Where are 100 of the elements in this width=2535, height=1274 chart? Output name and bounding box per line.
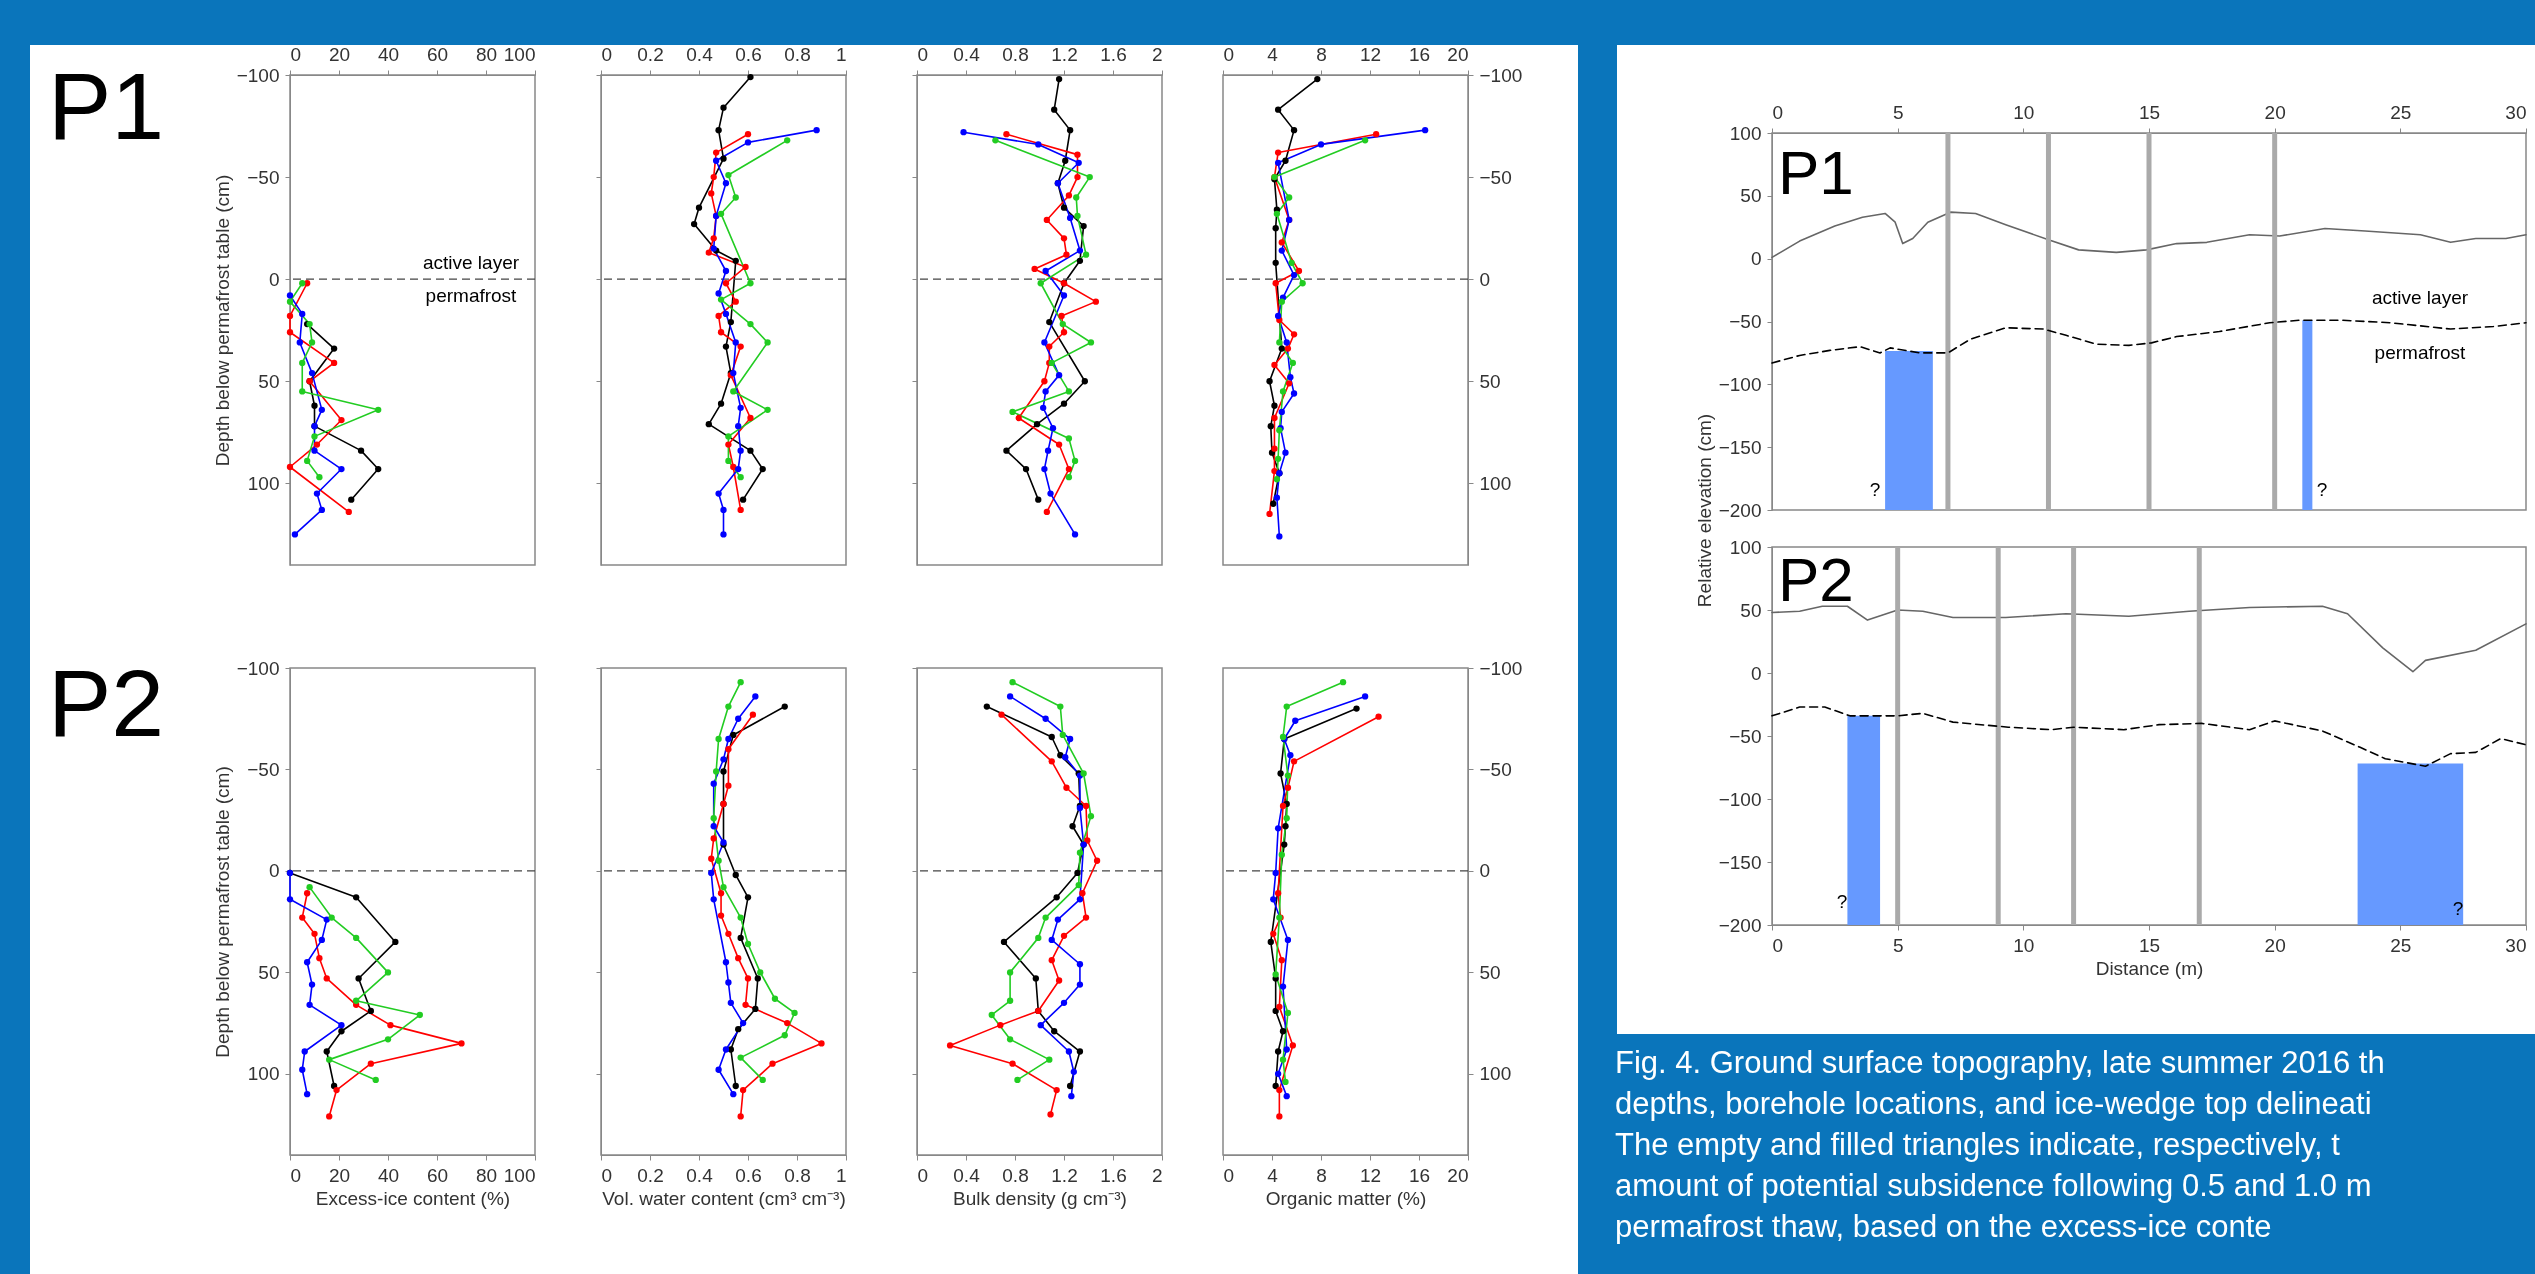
y-axis-title: Depth below permafrost table (cm) xyxy=(211,174,233,467)
x-tick-label: 0.2 xyxy=(637,1164,664,1186)
x-tick-label: 0.8 xyxy=(784,1164,811,1186)
y-tick-label: −200 xyxy=(1718,914,1762,936)
caption: Fig. 4. Ground surface topography, late summer 2016 th xyxy=(1615,1044,2385,1082)
x-tick-label: 0.8 xyxy=(1002,43,1029,65)
x-tick-label: 1.2 xyxy=(1051,1164,1078,1186)
x-tick-label: 25 xyxy=(2390,101,2412,123)
y-tick-label: 0 xyxy=(268,860,280,882)
y-tick-label: 0 xyxy=(268,268,280,290)
y-tick-label: 0 xyxy=(1479,860,1491,882)
x-tick-label: 1.6 xyxy=(1100,43,1127,65)
annotation: ? xyxy=(2452,898,2464,919)
annotation: ? xyxy=(2316,479,2328,500)
x-tick-label: 0 xyxy=(290,1164,302,1186)
x-axis-title: Distance (m) xyxy=(2095,957,2204,979)
y-tick-label: 0 xyxy=(1750,248,1762,270)
x-tick-label: 1.2 xyxy=(1051,43,1078,65)
x-tick-label: 2 xyxy=(1151,1164,1163,1186)
text: P1 xyxy=(48,53,165,159)
x-tick-label: 20 xyxy=(328,1164,351,1186)
y-tick-label: 50 xyxy=(1740,599,1762,621)
annotation: P2 xyxy=(1778,545,1854,614)
x-tick-label: 30 xyxy=(2505,934,2527,956)
y-tick-label: −100 xyxy=(1479,64,1523,86)
y-tick-label: −150 xyxy=(1718,436,1762,458)
y-tick-label: −50 xyxy=(1479,758,1512,780)
x-tick-label: 0 xyxy=(1772,934,1784,956)
x-tick-label: 0 xyxy=(1772,101,1784,123)
y-tick-label: −50 xyxy=(1729,311,1762,332)
x-tick-label: 0.4 xyxy=(953,43,981,65)
annotation: ? xyxy=(1836,891,1848,912)
x-tick-label: 15 xyxy=(2138,934,2161,956)
y-tick-label: −100 xyxy=(1479,657,1523,679)
x-tick-label: 12 xyxy=(1359,1164,1382,1186)
x-tick-label: 1 xyxy=(835,43,847,65)
y-tick-label: 50 xyxy=(258,961,280,983)
y-axis-title: Relative elevation (cm) xyxy=(1693,413,1715,608)
y-tick-label: 100 xyxy=(247,472,280,494)
y-tick-label: 50 xyxy=(1479,370,1501,392)
y-tick-label: 100 xyxy=(1729,536,1762,558)
x-tick-label: 0 xyxy=(1223,43,1235,65)
y-tick-label: −100 xyxy=(1718,788,1762,810)
x-tick-label: 0 xyxy=(917,43,929,65)
annotation: active layer xyxy=(422,252,520,273)
x-tick-label: 0.2 xyxy=(637,43,664,65)
y-tick-label: 50 xyxy=(1740,185,1762,207)
y-tick-label: −50 xyxy=(1479,166,1512,188)
y-tick-label: −50 xyxy=(247,166,280,188)
x-tick-label: 10 xyxy=(2013,934,2035,956)
text: permafrost thaw, based on the excess-ice conte xyxy=(1615,1208,2272,1246)
x-tick-label: 15 xyxy=(2138,101,2161,123)
x-tick-label: 100 xyxy=(503,43,536,65)
annotation: P1 xyxy=(1778,138,1854,207)
x-tick-label: 20 xyxy=(2264,934,2286,956)
x-tick-label: 25 xyxy=(2390,934,2412,956)
annotation: permafrost xyxy=(2374,342,2467,363)
x-tick-label: 40 xyxy=(377,43,400,65)
x-tick-label: 0.4 xyxy=(686,1164,714,1186)
y-tick-label: 50 xyxy=(1479,961,1501,983)
annotation: permafrost xyxy=(425,285,518,306)
y-tick-label: −100 xyxy=(1718,373,1762,395)
y-axis-title: Depth below permafrost table (cm) xyxy=(211,766,233,1058)
x-tick-label: 0.8 xyxy=(1002,1164,1029,1186)
x-tick-label: 1 xyxy=(835,1164,847,1186)
y-tick-label: 100 xyxy=(1729,122,1762,144)
annotation: ? xyxy=(1869,479,1881,500)
x-tick-label: 100 xyxy=(503,1164,536,1186)
x-tick-label: 0 xyxy=(290,43,302,65)
y-tick-label: −100 xyxy=(236,64,280,86)
x-tick-label: 0 xyxy=(601,43,613,65)
x-tick-label: 40 xyxy=(377,1164,400,1186)
y-tick-label: 100 xyxy=(1479,472,1512,494)
x-tick-label: 2 xyxy=(1151,43,1163,65)
x-tick-label: 0 xyxy=(917,1164,929,1186)
x-tick-label: 4 xyxy=(1267,43,1279,65)
x-tick-label: 0.6 xyxy=(735,43,762,65)
x-axis-title: Excess-ice content (%) xyxy=(315,1187,511,1209)
x-tick-label: 1.6 xyxy=(1100,1164,1127,1186)
x-tick-label: 30 xyxy=(2505,101,2527,123)
x-tick-label: 60 xyxy=(426,1164,449,1186)
annotation: active layer xyxy=(2371,287,2469,308)
x-tick-label: 0 xyxy=(601,1164,613,1186)
y-tick-label: 0 xyxy=(1750,662,1762,684)
x-tick-label: 8 xyxy=(1316,43,1327,65)
text: P2 xyxy=(48,650,165,756)
x-tick-label: 20 xyxy=(1447,1164,1469,1186)
x-tick-label: 20 xyxy=(328,43,351,65)
x-tick-label: 0 xyxy=(1223,1164,1235,1186)
x-tick-label: 80 xyxy=(475,43,498,65)
x-tick-label: 80 xyxy=(475,1164,498,1186)
x-tick-label: 5 xyxy=(1892,934,1904,956)
y-tick-label: −50 xyxy=(247,758,280,780)
x-tick-label: 20 xyxy=(1447,43,1469,65)
x-tick-label: 16 xyxy=(1408,43,1431,65)
x-tick-label: 60 xyxy=(426,43,449,65)
x-tick-label: 0.6 xyxy=(735,1164,762,1186)
x-tick-label: 20 xyxy=(2264,101,2286,123)
x-tick-label: 0.8 xyxy=(784,43,811,65)
y-tick-label: 100 xyxy=(247,1063,280,1085)
